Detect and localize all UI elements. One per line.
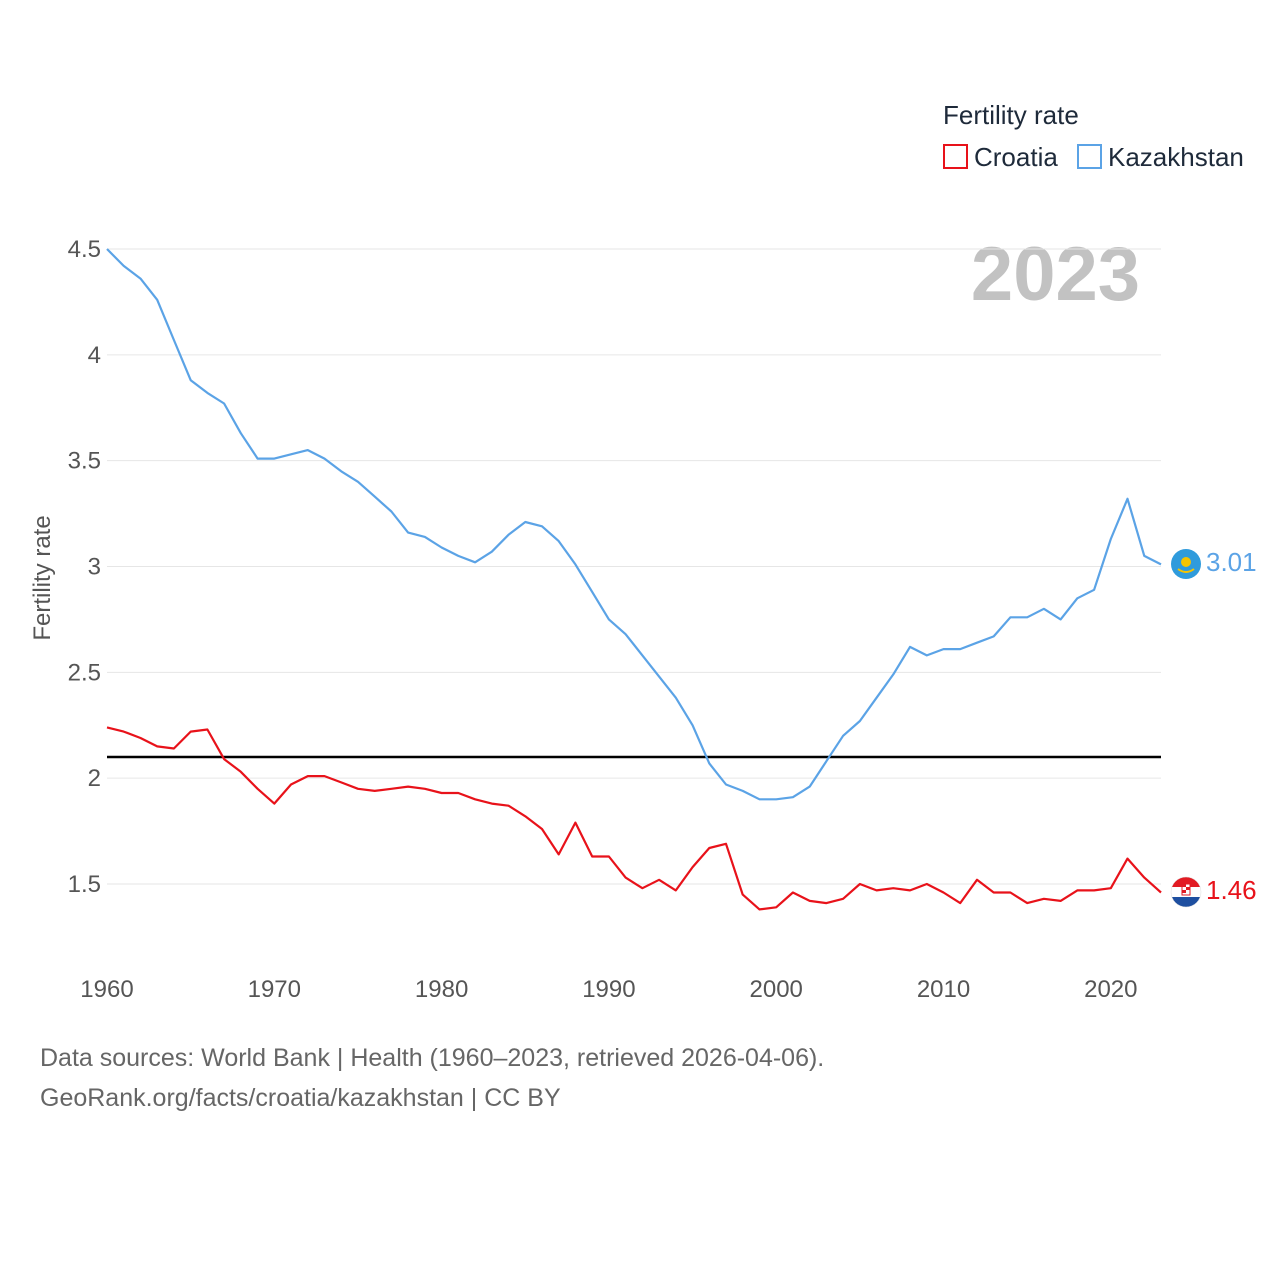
gridlines: [107, 248, 1161, 885]
legend-label-croatia: Croatia: [974, 142, 1058, 172]
end-value-kazakhstan: 3.01: [1206, 547, 1257, 577]
kazakhstan-flag-icon: [1171, 549, 1201, 579]
x-tick-label: 1990: [582, 976, 635, 1003]
y-tick-labels: 1.5 2 2.5 3 3.5 4 4.5: [68, 236, 101, 898]
legend-title: Fertility rate: [943, 100, 1079, 130]
croatia-flag-icon: [1170, 876, 1202, 908]
data-source-note: Data sources: World Bank | Health (1960–…: [40, 1044, 825, 1072]
legend-swatch-croatia: [943, 144, 968, 169]
x-tick-labels: 1960 1970 1980 1990 2000 2010 2020: [80, 976, 1137, 1003]
legend-swatch-kazakhstan: [1077, 144, 1102, 169]
y-tick-label: 3.5: [68, 448, 101, 475]
x-tick-label: 2000: [750, 976, 803, 1003]
y-tick-label: 2.5: [68, 659, 101, 686]
y-tick-label: 1.5: [68, 871, 101, 898]
legend: Fertility rate Croatia Kazakhstan: [943, 100, 1244, 172]
y-tick-label: 3: [88, 554, 101, 581]
x-tick-label: 2020: [1084, 976, 1137, 1003]
y-tick-label: 4: [88, 342, 101, 369]
series-line-kazakhstan: [106, 248, 1162, 801]
end-value-croatia: 1.46: [1206, 875, 1257, 905]
legend-label-kazakhstan: Kazakhstan: [1108, 142, 1244, 172]
source-url: GeoRank.org/facts/croatia/kazakhstan | C…: [40, 1084, 561, 1112]
series-lines: [106, 248, 1162, 911]
series-line-croatia: [106, 726, 1162, 911]
x-tick-label: 1980: [415, 976, 468, 1003]
year-label: 2023: [971, 232, 1140, 317]
x-tick-label: 1960: [80, 976, 133, 1003]
x-tick-label: 2010: [917, 976, 970, 1003]
y-tick-label: 4.5: [68, 236, 101, 263]
y-tick-label: 2: [88, 765, 101, 792]
y-axis-label: Fertility rate: [29, 515, 56, 640]
x-tick-label: 1970: [248, 976, 301, 1003]
